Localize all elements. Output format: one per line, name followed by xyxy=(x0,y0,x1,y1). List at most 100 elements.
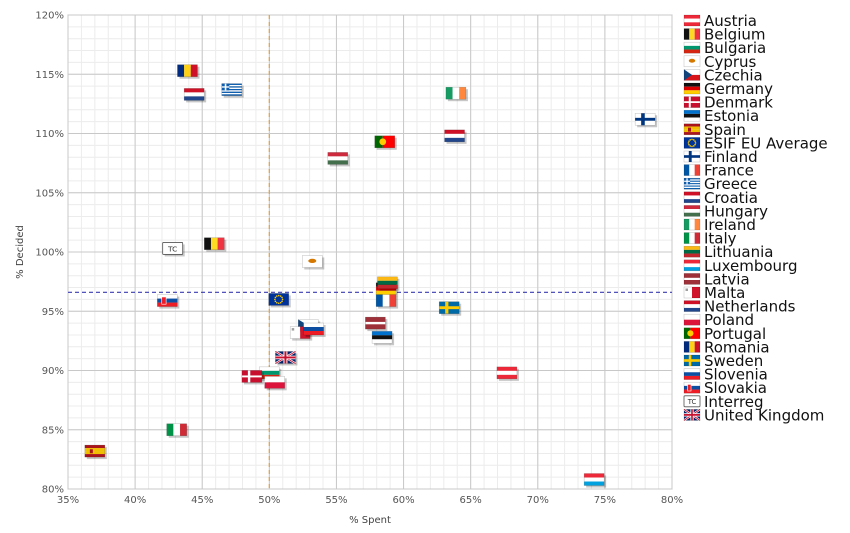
legend-label: Ireland xyxy=(704,216,756,234)
x-tick-label: 60% xyxy=(392,495,414,506)
legend-item-estonia: Estonia xyxy=(683,107,759,125)
x-tick-label: 75% xyxy=(594,495,616,506)
reference-lines xyxy=(68,15,672,489)
legend-label: Latvia xyxy=(704,270,750,288)
point-france xyxy=(375,294,399,309)
point-lithuania xyxy=(377,276,400,291)
legend-label: Italy xyxy=(704,230,737,248)
point-poland xyxy=(264,376,287,391)
legend-label: ESIF EU Average xyxy=(704,134,828,152)
svg-text:TC: TC xyxy=(687,398,697,406)
legend: AustriaBelgiumBulgariaCyprusCzechiaGerma… xyxy=(683,12,828,424)
legend-item-netherlands: Netherlands xyxy=(683,298,796,316)
legend-item-portugal: Portugal xyxy=(683,325,766,343)
legend-label: France xyxy=(704,162,754,180)
legend-label: Croatia xyxy=(704,189,758,207)
point-esif-eu-average xyxy=(268,293,291,308)
legend-label: Austria xyxy=(704,12,757,30)
point-greece xyxy=(221,83,244,98)
legend-item-cyprus: Cyprus xyxy=(683,53,757,71)
legend-label: Lithuania xyxy=(704,243,773,261)
legend-item-italy: Italy xyxy=(683,230,737,248)
legend-label: Sweden xyxy=(704,352,763,370)
y-tick-label: 90% xyxy=(42,366,64,377)
legend-label: Cyprus xyxy=(704,53,757,71)
point-latvia xyxy=(365,316,388,332)
legend-label: Denmark xyxy=(704,94,773,112)
legend-label: Hungary xyxy=(704,202,768,220)
legend-item-croatia: Croatia xyxy=(683,189,758,207)
point-croatia xyxy=(183,88,207,103)
y-axis-ticks: 80% 85% 90% 95% 100% 105% 110% 115% 120% xyxy=(35,11,64,496)
y-tick-label: 100% xyxy=(35,248,64,259)
legend-item-esif-eu-average: ESIF EU Average xyxy=(683,134,828,152)
point-ireland xyxy=(445,86,468,102)
legend-item-czechia: Czechia xyxy=(683,66,763,84)
legend-label: Malta xyxy=(704,284,745,302)
point-united-kingdom xyxy=(274,350,298,366)
point-italy xyxy=(166,423,189,438)
point-romania xyxy=(177,64,200,79)
point-spain xyxy=(84,444,107,460)
legend-label: Netherlands xyxy=(704,298,796,316)
point-belgium xyxy=(204,237,227,252)
x-tick-label: 35% xyxy=(57,495,79,506)
y-tick-label: 110% xyxy=(35,129,64,140)
y-axis-title: % Decided xyxy=(15,225,26,279)
x-tick-label: 40% xyxy=(124,495,146,506)
legend-label: Germany xyxy=(704,80,773,98)
legend-label: Portugal xyxy=(704,325,766,343)
point-austria xyxy=(496,366,519,381)
legend-item-latvia: Latvia xyxy=(683,270,750,288)
legend-item-denmark: Denmark xyxy=(683,94,773,112)
x-tick-label: 50% xyxy=(258,495,280,506)
point-luxembourg xyxy=(583,473,607,488)
legend-label: Greece xyxy=(704,175,757,193)
point-finland xyxy=(634,113,658,128)
legend-item-sweden: Sweden xyxy=(683,352,763,370)
legend-item-belgium: Belgium xyxy=(683,26,766,44)
legend-item-germany: Germany xyxy=(683,80,773,98)
x-tick-label: 45% xyxy=(191,495,213,506)
x-axis-ticks: 35% 40% 45% 50% 55% 60% 65% 70% 75% 80% xyxy=(57,495,683,506)
point-sweden xyxy=(438,301,462,316)
legend-item-interreg: TC Interreg xyxy=(683,393,764,411)
legend-item-finland: Finland xyxy=(683,148,758,166)
y-tick-label: 80% xyxy=(42,485,64,496)
point-hungary xyxy=(327,152,350,167)
legend-item-lithuania: Lithuania xyxy=(683,243,773,261)
legend-item-greece: Greece xyxy=(683,175,757,193)
y-tick-label: 105% xyxy=(35,188,64,199)
legend-item-austria: Austria xyxy=(683,12,757,30)
point-denmark xyxy=(241,370,264,385)
legend-label: Interreg xyxy=(704,393,764,411)
y-tick-label: 120% xyxy=(35,11,64,22)
legend-item-hungary: Hungary xyxy=(683,202,768,220)
point-interreg: TC xyxy=(162,242,185,257)
y-tick-label: 95% xyxy=(42,307,64,318)
legend-label: Slovenia xyxy=(704,366,768,384)
x-tick-label: 65% xyxy=(460,495,482,506)
point-portugal xyxy=(374,135,397,150)
point-netherlands xyxy=(444,129,467,144)
legend-label: Finland xyxy=(704,148,758,166)
x-tick-label: 55% xyxy=(325,495,347,506)
legend-item-bulgaria: Bulgaria xyxy=(683,39,766,57)
legend-label: United Kingdom xyxy=(704,406,824,424)
point-slovakia xyxy=(157,294,180,309)
legend-item-romania: Romania xyxy=(683,338,770,356)
x-axis-title: % Spent xyxy=(349,515,391,526)
legend-item-ireland: Ireland xyxy=(683,216,756,234)
legend-label: Slovakia xyxy=(704,379,767,397)
legend-label: Czechia xyxy=(704,66,763,84)
legend-item-spain: Spain xyxy=(683,121,746,139)
point-cyprus xyxy=(302,255,325,270)
svg-text:TC: TC xyxy=(167,244,177,253)
legend-item-slovenia: Slovenia xyxy=(683,366,768,384)
major-grid xyxy=(67,14,673,490)
y-tick-label: 115% xyxy=(35,70,64,81)
legend-label: Poland xyxy=(704,311,754,329)
x-tick-label: 70% xyxy=(527,495,549,506)
data-points: TC xyxy=(84,64,658,488)
